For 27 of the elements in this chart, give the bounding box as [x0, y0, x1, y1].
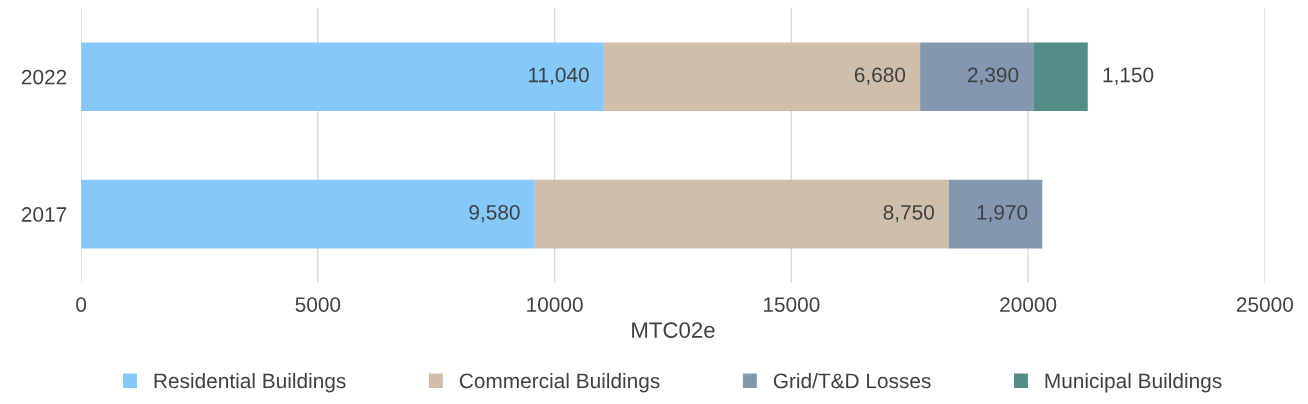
legend-label: Commercial Buildings	[459, 372, 660, 393]
x-tick-label: 25000	[1236, 297, 1293, 312]
data-label: 11,040	[529, 67, 589, 85]
legend-label: Municipal Buildings	[1045, 372, 1222, 393]
x-tick-label: 15000	[763, 297, 820, 312]
bar	[81, 42, 604, 112]
legend-label: Grid/T&D Losses	[773, 372, 931, 389]
x-tick-label: 10000	[527, 297, 583, 312]
bar	[534, 179, 950, 249]
bar	[603, 42, 921, 112]
x-axis-title: MTC02e	[632, 322, 715, 338]
x-tick-label: 5000	[295, 297, 341, 312]
x-tick-label: 0	[76, 297, 87, 312]
data-label: 6,680	[854, 67, 906, 85]
bar	[920, 42, 1034, 112]
data-label: 2,390	[968, 67, 1019, 85]
data-label: 9,580	[469, 204, 520, 223]
bar	[81, 179, 535, 249]
bar	[1033, 42, 1088, 112]
data-label: 1,150	[1103, 67, 1154, 85]
y-tick-label: 2022	[21, 69, 67, 85]
x-tick-label: 20000	[1000, 297, 1057, 312]
data-label: 8,750	[883, 204, 934, 223]
y-tick-label: 2017	[21, 207, 67, 222]
legend-label: Residential Buildings	[154, 372, 346, 393]
bar	[949, 179, 1043, 249]
data-label: 1,970	[977, 204, 1028, 223]
